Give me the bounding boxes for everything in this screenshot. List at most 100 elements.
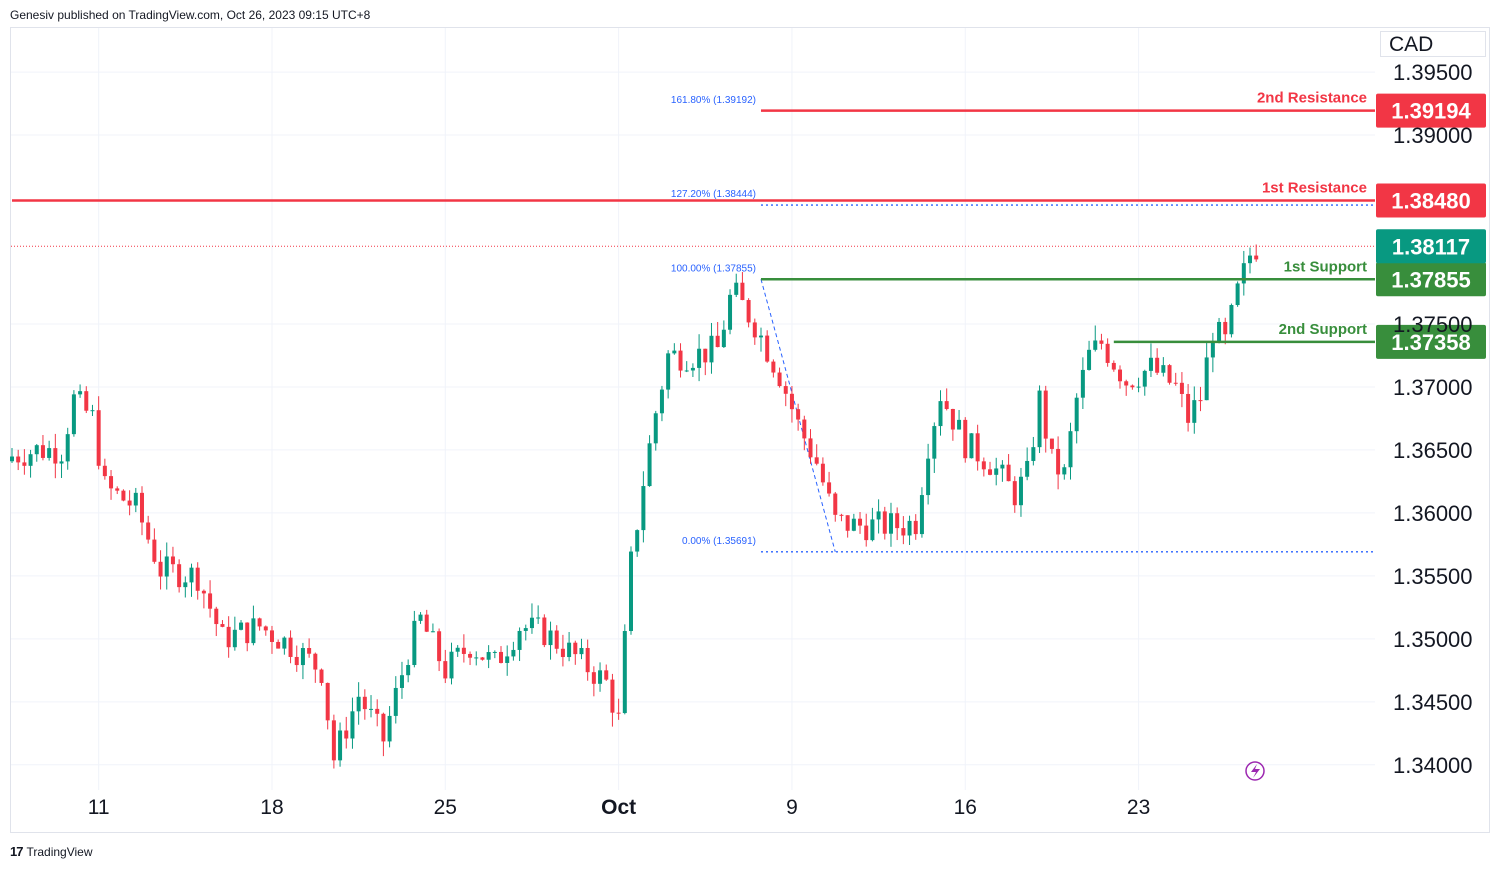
candle-body <box>1000 464 1005 469</box>
candle <box>338 722 343 767</box>
fib-level-label: 161.80% (1.39192) <box>671 95 756 106</box>
candle-body <box>870 519 875 541</box>
candle-body <box>1018 476 1023 506</box>
candle <box>1118 365 1123 389</box>
candle <box>1000 460 1005 482</box>
candle-body <box>40 445 45 458</box>
x-tick-label: 25 <box>434 796 457 819</box>
candle <box>635 529 640 557</box>
candle <box>529 603 534 634</box>
candle <box>734 273 739 298</box>
price-box-label: 1.37358 <box>1391 330 1471 355</box>
candle <box>127 490 132 516</box>
level-name-label: 1st Resistance <box>1262 180 1367 197</box>
candle <box>1093 325 1098 352</box>
candle-body <box>418 614 423 621</box>
candle <box>591 666 596 697</box>
candle <box>1037 385 1042 454</box>
candle-body <box>845 515 850 531</box>
tradingview-logo-icon[interactable]: 17 <box>10 844 24 859</box>
candle <box>139 486 144 536</box>
candle-body <box>604 670 609 680</box>
y-tick-label: 1.39500 <box>1393 60 1473 85</box>
candle-body <box>492 651 497 653</box>
candle-body <box>529 617 534 629</box>
candle-body <box>1087 349 1092 370</box>
candle-body <box>1118 369 1123 382</box>
candle-body <box>1142 370 1147 387</box>
candle-body <box>350 711 355 739</box>
candle-body <box>789 393 794 410</box>
candle <box>758 327 763 352</box>
candle-body <box>393 687 398 716</box>
candle <box>616 698 621 720</box>
support-resistance-levels: 2nd Resistance 1st Resistance 1st Support 2… <box>11 90 1486 359</box>
candle-body <box>424 614 429 632</box>
lightning-icon[interactable] <box>1245 761 1265 781</box>
candle <box>926 443 931 505</box>
candle <box>474 651 479 666</box>
candle <box>369 695 374 718</box>
candle-body <box>932 426 937 459</box>
candle <box>870 507 875 542</box>
tradingview-brand[interactable]: TradingView <box>26 844 93 859</box>
candle-body <box>34 445 39 455</box>
candle <box>678 343 683 378</box>
candle-body <box>362 696 367 710</box>
candle <box>585 639 590 681</box>
candle <box>969 433 974 459</box>
candle <box>1204 342 1209 401</box>
candle-body <box>164 556 169 577</box>
candle-body <box>1062 467 1067 475</box>
candle-body <box>195 567 200 591</box>
candle <box>430 623 435 633</box>
candle <box>1179 372 1184 408</box>
candle-body <box>684 370 689 372</box>
candle-body <box>1148 357 1153 371</box>
x-tick-label: 11 <box>88 796 110 819</box>
candle <box>412 610 417 668</box>
candle-body <box>208 593 213 609</box>
y-tick-label: 1.35000 <box>1393 627 1473 652</box>
candle <box>1241 250 1246 296</box>
y-tick-label: 1.39000 <box>1393 123 1473 148</box>
candle <box>659 385 664 422</box>
candle-body <box>146 522 151 540</box>
candle <box>783 381 788 407</box>
candle-body <box>721 329 726 348</box>
candle-body <box>1155 357 1160 373</box>
candle-body <box>901 528 906 536</box>
candle-body <box>189 567 194 583</box>
price-box-label: 1.38117 <box>1392 234 1470 259</box>
candle <box>505 645 510 676</box>
candle-body <box>715 335 720 348</box>
candle-body <box>820 463 825 483</box>
candle-body <box>1080 369 1085 398</box>
candle-body <box>109 476 114 489</box>
candle-body <box>1235 283 1240 306</box>
candle-body <box>1025 460 1030 477</box>
candle <box>381 712 386 757</box>
candles <box>10 244 1259 769</box>
y-axis: 1.39500 1.39000 1.37500 1.37000 1.36500 1.360… <box>1393 60 1473 778</box>
candle <box>666 350 671 399</box>
candle-body <box>338 730 343 761</box>
candle-body <box>919 495 924 535</box>
candle-body <box>864 525 869 541</box>
candle <box>746 298 751 328</box>
candle-body <box>480 657 485 660</box>
candle <box>146 515 151 544</box>
candle <box>158 550 163 590</box>
candle-body <box>177 564 182 588</box>
x-tick-label: 9 <box>786 796 798 819</box>
candle-body <box>263 626 268 631</box>
candle-body <box>10 456 14 462</box>
candle-body <box>406 665 411 676</box>
currency-label[interactable]: CAD <box>1380 31 1486 57</box>
candle-body <box>963 419 968 459</box>
candle <box>796 403 801 431</box>
candle-body <box>672 350 677 354</box>
candle <box>486 645 491 669</box>
candle <box>548 621 553 660</box>
